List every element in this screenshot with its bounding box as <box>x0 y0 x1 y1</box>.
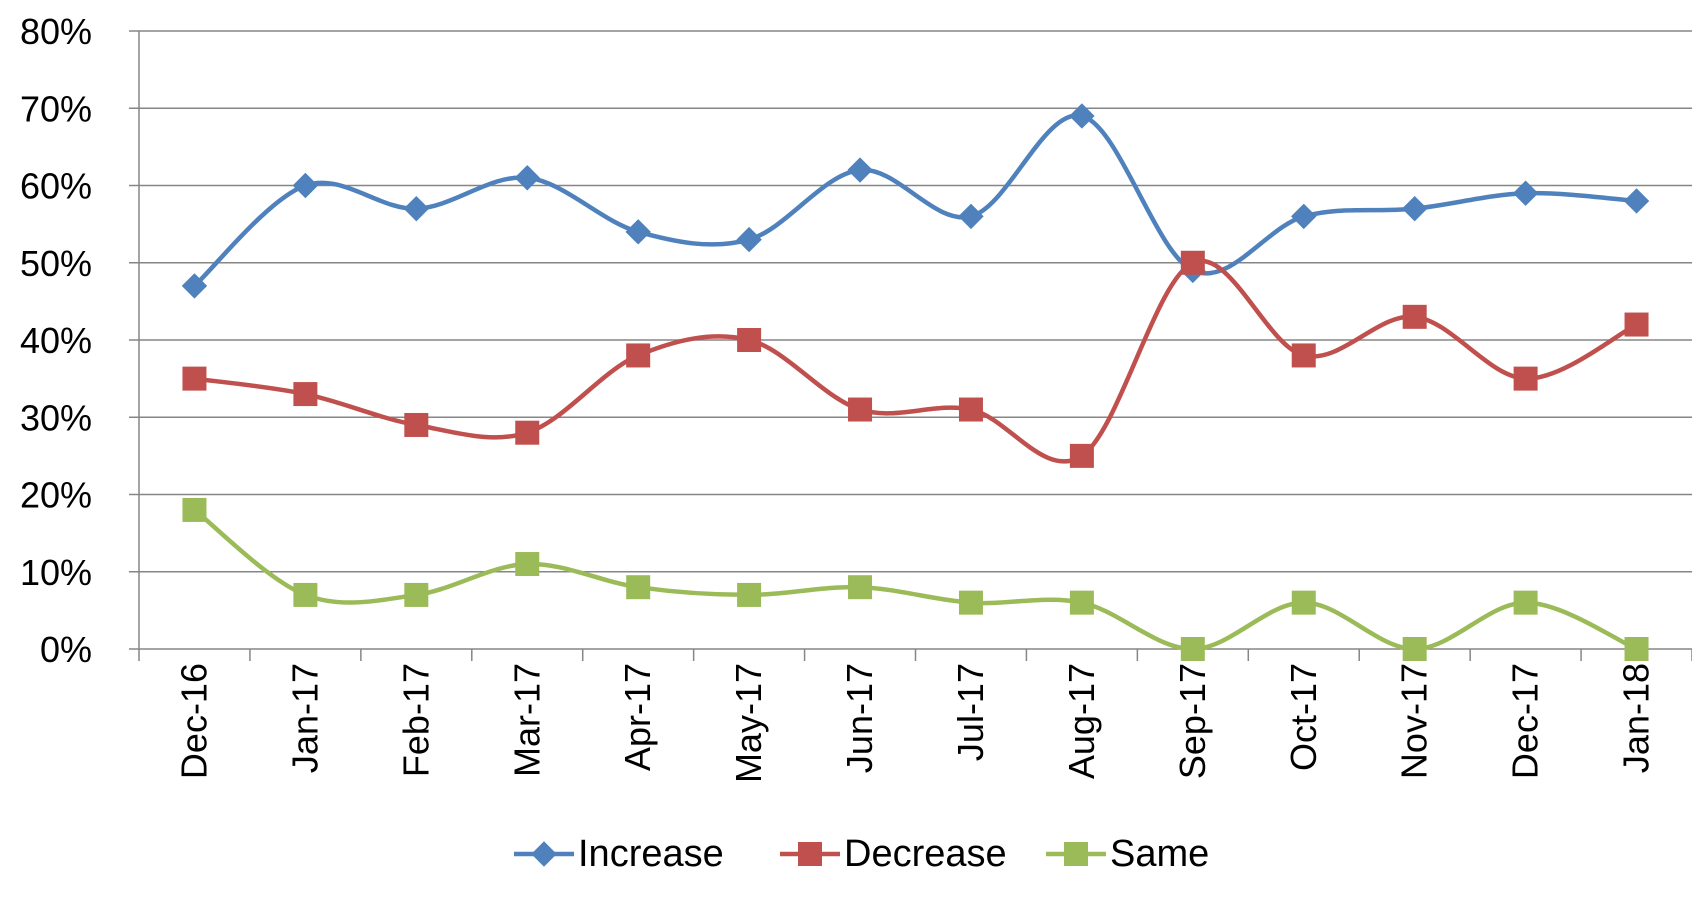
legend-marker-swatch <box>1064 842 1088 866</box>
data-point-decrease <box>182 366 207 391</box>
data-point-same <box>737 582 762 607</box>
data-point-increase <box>736 226 762 253</box>
y-tick-label: 0% <box>40 629 92 670</box>
legend-item-decrease: Decrease <box>780 833 1007 875</box>
x-tick-label: Feb-17 <box>395 663 436 777</box>
legend-marker-swatch <box>531 841 557 867</box>
data-point-increase <box>1512 180 1539 206</box>
x-tick-label: Aug-17 <box>1061 663 1102 779</box>
data-point-same <box>293 582 318 607</box>
series-lines <box>192 113 1638 652</box>
data-point-same <box>958 590 983 615</box>
data-point-same <box>1291 590 1316 615</box>
data-point-decrease <box>1402 304 1427 329</box>
y-tick-label: 80% <box>20 11 92 52</box>
data-point-increase <box>1069 103 1095 129</box>
data-point-same <box>848 575 873 600</box>
x-tick-label: Jan-18 <box>1616 663 1657 773</box>
data-point-decrease <box>1513 366 1538 391</box>
legend-marker-swatch <box>798 842 822 866</box>
data-point-decrease <box>1624 312 1649 337</box>
data-point-same <box>1180 637 1205 661</box>
legend-label: Same <box>1110 833 1209 875</box>
data-point-same <box>1624 637 1649 661</box>
data-point-increase <box>514 165 540 191</box>
data-point-increase <box>847 157 873 183</box>
y-tick-label: 20% <box>20 475 92 516</box>
data-point-decrease <box>737 328 762 352</box>
legend-item-increase: Increase <box>514 833 724 875</box>
x-tick-label: Dec-16 <box>173 663 214 779</box>
y-tick-label: 70% <box>20 88 92 129</box>
x-tick-label: Sep-17 <box>1172 663 1213 779</box>
x-tick-label: Apr-17 <box>617 663 658 771</box>
y-tick-label: 60% <box>20 166 92 207</box>
data-point-increase <box>958 203 984 230</box>
data-point-increase <box>403 195 430 222</box>
legend-label: Increase <box>578 833 724 875</box>
data-point-decrease <box>404 412 429 437</box>
legend-item-same: Same <box>1046 833 1209 875</box>
data-point-same <box>1513 590 1538 615</box>
data-point-increase <box>1401 195 1428 222</box>
x-tick-label: Jun-17 <box>839 663 880 773</box>
data-point-decrease <box>1291 343 1316 368</box>
axes <box>129 30 1692 661</box>
data-point-decrease <box>1069 443 1094 468</box>
series-line-same <box>193 508 1638 652</box>
y-tick-label: 30% <box>20 397 92 438</box>
data-point-same <box>182 497 207 522</box>
data-point-decrease <box>626 343 651 368</box>
y-tick-label: 10% <box>20 552 92 593</box>
gridlines <box>139 30 1692 573</box>
x-tick-label: Jul-17 <box>950 663 991 761</box>
data-point-same <box>515 552 540 577</box>
data-point-decrease <box>515 420 540 445</box>
x-tick-label: Nov-17 <box>1394 663 1435 779</box>
x-tick-label: Mar-17 <box>506 663 547 777</box>
data-point-increase <box>625 219 651 245</box>
data-point-decrease <box>293 382 318 407</box>
series-line-increase <box>192 113 1637 288</box>
data-point-increase <box>181 273 208 299</box>
data-point-same <box>1069 590 1094 615</box>
y-axis-tick-labels: 0% 10% 20% 30% 40% 50% 60% 70% 80% <box>20 11 92 670</box>
data-point-same <box>626 575 651 600</box>
legend-label: Decrease <box>844 833 1007 875</box>
x-tick-label: Dec-17 <box>1505 663 1546 779</box>
y-tick-label: 50% <box>20 243 92 284</box>
series-markers <box>181 103 1650 661</box>
data-point-increase <box>1623 188 1650 214</box>
data-point-decrease <box>1180 250 1205 275</box>
data-point-decrease <box>958 397 983 422</box>
x-tick-label: Jan-17 <box>284 663 325 773</box>
data-point-increase <box>292 172 319 199</box>
x-axis-tick-labels: Dec-16 Jan-17 Feb-17 Mar-17 Apr-17 May-17 Jun-… <box>173 663 1656 783</box>
legend: Increase Decrease Same <box>514 833 1209 875</box>
data-point-increase <box>1291 203 1317 230</box>
data-point-decrease <box>848 397 873 422</box>
data-point-same <box>404 582 429 607</box>
x-tick-label: May-17 <box>728 663 769 783</box>
x-tick-label: Oct-17 <box>1283 663 1324 771</box>
data-point-same <box>1402 637 1427 661</box>
y-tick-label: 40% <box>20 320 92 361</box>
